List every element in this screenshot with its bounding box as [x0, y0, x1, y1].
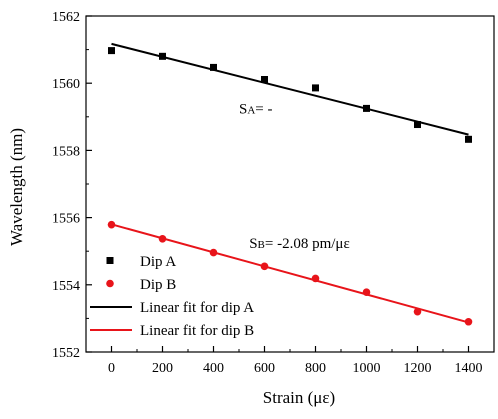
data-point-square [363, 104, 370, 112]
x-axis-label: Strain (με) [263, 388, 335, 407]
legend-label: Dip B [140, 277, 176, 293]
data-point-circle [158, 234, 167, 243]
annotation-sb: SB= -2.08 pm/με [249, 236, 350, 252]
y-tick-label: 1558 [52, 144, 80, 159]
y-axis-label: Wavelength (nm) [7, 128, 26, 246]
data-point-square [312, 84, 319, 92]
data-point-square [261, 76, 268, 84]
data-point-circle [209, 248, 218, 257]
data-point-circle [311, 274, 320, 283]
x-tick-label: 1200 [404, 361, 432, 376]
x-axis-ticks: 0 200 400 600 800 1000 1200 1400 [108, 346, 483, 376]
legend: Dip A Dip B Linear fit for dip A Linear fit… [90, 254, 254, 339]
data-point-square [414, 121, 421, 129]
legend-marker-square [106, 257, 114, 264]
data-point-circle [107, 220, 116, 229]
data-point-circle [260, 262, 269, 271]
y-tick-label: 1556 [52, 212, 80, 227]
x-tick-label: 0 [108, 361, 115, 376]
x-tick-label: 200 [152, 361, 173, 376]
fit-lines [111, 42, 469, 324]
data-markers [107, 47, 473, 326]
data-point-square [159, 52, 166, 60]
data-point-square [465, 135, 472, 143]
x-tick-label: 800 [305, 361, 326, 376]
y-axis-ticks: 1552 1554 1556 1558 1560 1562 [52, 10, 92, 361]
fit-line [111, 223, 469, 324]
x-tick-label: 600 [254, 361, 275, 376]
x-tick-label: 1000 [353, 361, 381, 376]
y-tick-label: 1554 [52, 279, 80, 294]
y-tick-label: 1560 [52, 77, 80, 92]
x-tick-label: 400 [203, 361, 224, 376]
legend-label: Dip A [140, 254, 176, 270]
data-point-circle [362, 288, 371, 296]
data-point-square [210, 63, 217, 71]
legend-marker-circle [106, 279, 114, 288]
data-point-square [108, 47, 115, 55]
data-point-circle [413, 307, 422, 316]
data-point-circle [464, 317, 473, 326]
y-tick-label: 1552 [52, 346, 80, 361]
annotation-sa: SA= - [239, 101, 273, 117]
fit-line [111, 42, 469, 136]
legend-label: Linear fit for dip A [140, 300, 254, 316]
legend-label: Linear fit for dip B [140, 323, 254, 339]
y-tick-label: 1562 [52, 10, 80, 25]
annotations: SA= - SB= -2.08 pm/με [239, 101, 350, 251]
x-tick-label: 1400 [455, 361, 483, 376]
